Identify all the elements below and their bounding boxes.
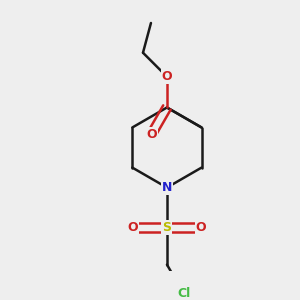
Text: O: O [162,70,172,83]
Text: O: O [146,128,157,141]
Text: O: O [128,221,138,234]
Text: O: O [196,221,206,234]
Text: N: N [162,181,172,194]
Text: S: S [162,221,171,234]
Text: Cl: Cl [177,287,190,300]
